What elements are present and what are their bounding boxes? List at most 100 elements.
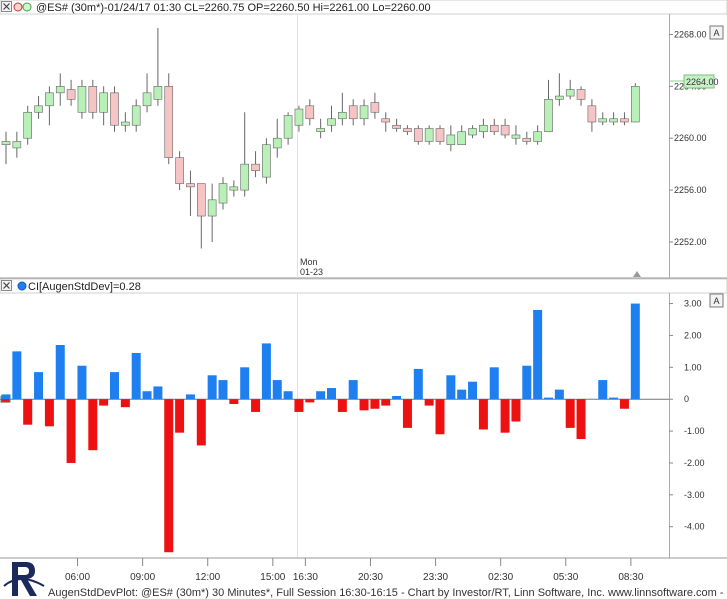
candle-body-up xyxy=(1,141,11,146)
candle xyxy=(77,79,87,119)
candle-body-up xyxy=(511,134,521,139)
indicator-bar-positive xyxy=(609,397,619,400)
indicator-bar-positive xyxy=(468,381,478,400)
candle xyxy=(338,92,347,126)
indicator-bar-positive xyxy=(153,386,163,400)
candle xyxy=(620,112,629,126)
autoscale-button-label: A xyxy=(713,296,719,306)
candle-body-up xyxy=(457,131,467,146)
indicator-bar-negative xyxy=(251,399,261,412)
candle-body-down xyxy=(175,157,184,184)
price-panel-title: @ES# (30m*)-01/24/17 01:30 CL=2260.75 OP… xyxy=(36,2,431,14)
indicator-dot-icon[interactable] xyxy=(13,2,23,12)
candle-body-up xyxy=(468,128,477,136)
indicator-bar-positive xyxy=(110,372,119,400)
indicator-bar-positive xyxy=(240,367,250,400)
indicator-bar-positive xyxy=(533,309,543,400)
indicator-bar-negative xyxy=(23,399,33,425)
candle xyxy=(197,183,206,249)
candle-body-up xyxy=(598,118,608,123)
candle xyxy=(251,151,260,178)
indicator-tick-label: -4.00 xyxy=(684,522,705,532)
indicator-panel-header xyxy=(0,278,727,294)
indicator-bar-positive xyxy=(413,368,423,400)
candle xyxy=(45,86,54,126)
candle xyxy=(348,99,358,126)
indicator-tick-label: 1.00 xyxy=(684,362,702,372)
candle xyxy=(370,92,380,119)
indicator-bar-negative xyxy=(44,399,54,427)
candle xyxy=(630,83,640,123)
candle xyxy=(283,112,293,145)
candle xyxy=(565,79,575,100)
candle xyxy=(272,118,282,158)
indicator-bar-negative xyxy=(359,399,369,411)
candle xyxy=(99,86,108,126)
candle xyxy=(609,112,618,126)
close-icon[interactable] xyxy=(1,280,12,291)
indicator-bar-positive xyxy=(392,396,402,400)
indicator-bar-negative xyxy=(175,399,185,433)
indicator-bar-negative xyxy=(88,399,98,451)
candle-body-down xyxy=(435,128,445,142)
autoscale-button[interactable]: A xyxy=(709,25,724,40)
candle xyxy=(598,112,608,126)
indicator-bar-negative xyxy=(294,399,304,412)
footer-text: AugenStdDevPlot: @ES# (30m*) 30 Minutes*… xyxy=(48,587,727,599)
indicator-dot-icon[interactable] xyxy=(22,2,32,12)
indicator-bar-positive xyxy=(554,389,564,400)
candle xyxy=(186,170,195,217)
candle xyxy=(218,177,228,210)
time-tick-label: 05:30 xyxy=(553,572,578,583)
indicator-dot-icon[interactable] xyxy=(17,281,27,291)
indicator-tick-label: 0 xyxy=(684,394,689,404)
candle-body-up xyxy=(446,134,456,146)
indicator-bar-positive xyxy=(316,391,326,400)
candle xyxy=(533,125,542,145)
indicator-bar-negative xyxy=(576,399,586,440)
candle xyxy=(359,99,369,126)
candle xyxy=(544,79,553,133)
candle xyxy=(511,125,521,145)
indicator-bar-negative xyxy=(478,399,488,430)
candle-body-up xyxy=(294,108,304,126)
candle xyxy=(403,125,412,135)
candle-body-up xyxy=(229,186,239,191)
candle-body-up xyxy=(153,86,163,100)
autoscale-button[interactable]: A xyxy=(709,293,724,308)
close-icon[interactable] xyxy=(1,1,12,12)
candle xyxy=(500,118,510,139)
indicator-panel-title: CI[AugenStdDev]=0.28 xyxy=(28,281,141,293)
price-panel: @ES# (30m*)-01/24/17 01:30 CL=2260.75 OP… xyxy=(0,0,727,279)
price-tick-label: 2256.00 xyxy=(674,185,707,195)
indicator-bar-positive xyxy=(77,365,87,400)
candle xyxy=(110,86,119,132)
indicator-bar-positive xyxy=(327,388,336,400)
candle-body-down xyxy=(305,105,315,120)
time-tick-label: 15:00 xyxy=(260,572,285,583)
indicator-bar-positive xyxy=(272,380,282,400)
candle-body-down xyxy=(587,105,597,123)
indicator-bar-positive xyxy=(218,380,228,400)
candle-body-down xyxy=(348,105,358,120)
indicator-bar-positive xyxy=(131,352,141,400)
candle-body-down xyxy=(413,128,423,142)
candle xyxy=(457,125,467,146)
candle xyxy=(446,125,456,152)
indicator-bar-positive xyxy=(261,343,271,400)
investor-rt-logo xyxy=(3,562,45,596)
candle-body-up xyxy=(359,105,369,120)
candle-body-up xyxy=(218,183,228,204)
price-panel-header xyxy=(0,0,727,15)
indicator-bar-negative xyxy=(511,399,521,422)
indicator-bar-positive xyxy=(522,365,532,400)
candle xyxy=(435,125,445,145)
scroll-handle-icon[interactable] xyxy=(633,271,641,277)
price-tick-label: 2252.00 xyxy=(674,237,707,247)
indicator-bar-positive xyxy=(544,397,553,400)
candle-body-up xyxy=(45,92,54,107)
candle-body-down xyxy=(370,102,380,113)
candle xyxy=(262,138,271,184)
